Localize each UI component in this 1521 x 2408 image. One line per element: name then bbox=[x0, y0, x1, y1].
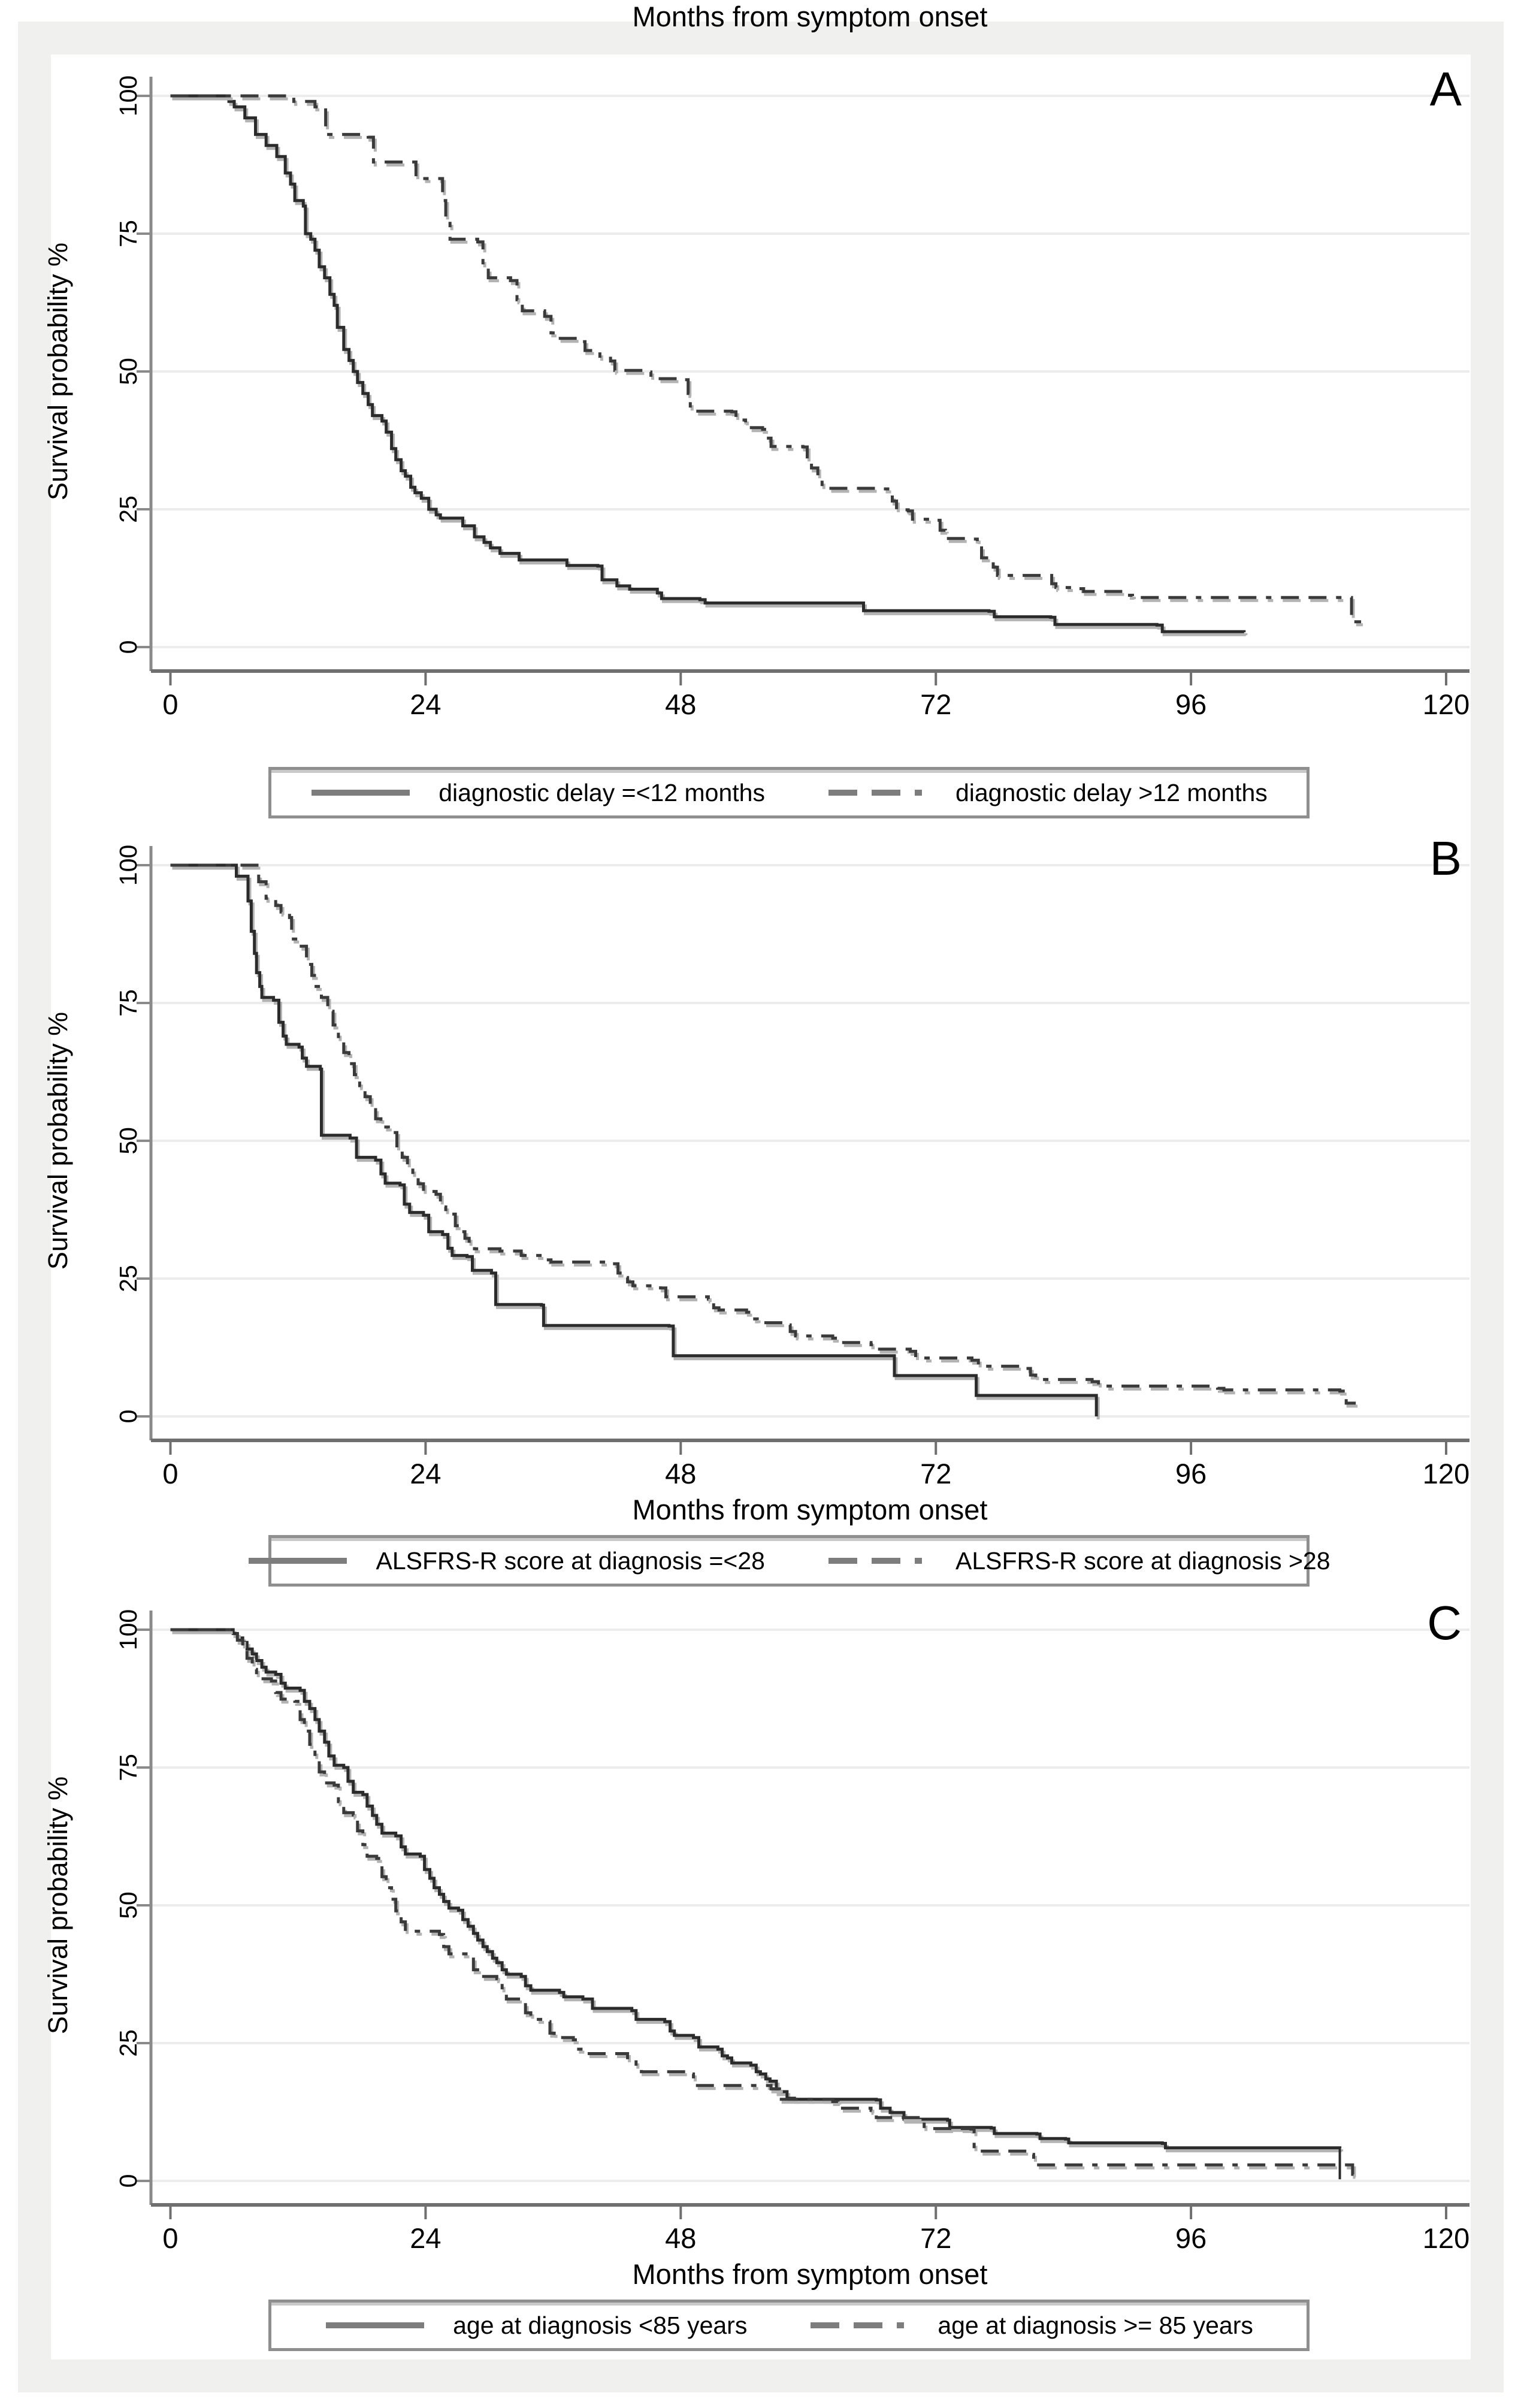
y-tick-label: 75 bbox=[114, 989, 142, 1017]
x-tick-label: 0 bbox=[162, 1458, 178, 1489]
legend-item-solid-c: age at diagnosis <85 years bbox=[325, 2312, 747, 2340]
legend-item-dashed-b: ALSFRS-R score at diagnosis >28 bbox=[827, 1547, 1331, 1575]
legend-label: age at diagnosis >= 85 years bbox=[938, 2311, 1253, 2339]
x-tick-label: 0 bbox=[162, 2222, 178, 2254]
legend-c: age at diagnosis <85 years age at diagno… bbox=[268, 2300, 1310, 2351]
x-tick-label: 72 bbox=[920, 688, 951, 720]
survival-curve-dashed bbox=[170, 1628, 1359, 2176]
y-tick-label: 50 bbox=[114, 1127, 142, 1155]
legend-label: age at diagnosis <85 years bbox=[453, 2311, 748, 2339]
figure-frame bbox=[18, 22, 1504, 2392]
legend-label: ALSFRS-R score at diagnosis >28 bbox=[955, 1546, 1331, 1575]
km-plot-c: 0 25 50 75 100 0 24 48 72 96 120 Survival probabili… bbox=[43, 1596, 1469, 2254]
curve-shadow bbox=[172, 866, 1358, 1408]
x-tick-label: 48 bbox=[665, 2222, 696, 2254]
y-tick-label: 25 bbox=[114, 1265, 142, 1292]
legend-a: diagnostic delay =<12 months diagnostic … bbox=[268, 767, 1310, 818]
solid-line-sample-icon bbox=[249, 1558, 347, 1564]
legend-item-solid-a: diagnostic delay =<12 months bbox=[310, 779, 765, 807]
dashed-line-sample-icon bbox=[811, 2322, 909, 2328]
y-tick-label: 50 bbox=[114, 1892, 142, 1919]
x-tick-label: 48 bbox=[665, 1458, 696, 1489]
x-tick-label: 96 bbox=[1175, 1458, 1206, 1489]
x-tick-label: 96 bbox=[1175, 688, 1206, 720]
curve-shadow bbox=[172, 1631, 1344, 2153]
survival-curve-solid bbox=[170, 1628, 1342, 2150]
x-tick-label: 24 bbox=[410, 688, 441, 720]
y-tick-label: 25 bbox=[114, 2029, 142, 2057]
dashed-line-sample-icon bbox=[828, 790, 927, 796]
curve-shadow bbox=[172, 866, 1100, 1419]
y-tick-label: 0 bbox=[114, 1410, 142, 1424]
y-axis-title: Survival probability % bbox=[43, 1776, 73, 2034]
x-axis-title-c: Months from symptom onset bbox=[632, 2258, 988, 2290]
dashed-line-sample-icon bbox=[828, 1558, 927, 1564]
panel-letter: B bbox=[1430, 832, 1462, 885]
y-tick-label: 100 bbox=[114, 845, 142, 886]
survival-curve-solid bbox=[170, 94, 1246, 633]
legend-item-dashed-a: diagnostic delay >12 months bbox=[827, 779, 1268, 807]
curve-shadow bbox=[172, 97, 1248, 636]
x-tick-label: 24 bbox=[410, 2222, 441, 2254]
x-tick-label: 96 bbox=[1175, 2222, 1206, 2254]
y-tick-label: 0 bbox=[114, 2174, 142, 2188]
curve-shadow bbox=[172, 1631, 1361, 2179]
x-tick-label: 48 bbox=[665, 688, 696, 720]
legend-item-solid-b: ALSFRS-R score at diagnosis =<28 bbox=[247, 1547, 765, 1575]
y-tick-label: 75 bbox=[114, 1754, 142, 1781]
legend-label: diagnostic delay =<12 months bbox=[439, 778, 765, 806]
legend-b: ALSFRS-R score at diagnosis =<28 ALSFRS-… bbox=[249, 1535, 1331, 1587]
survival-curve-dashed bbox=[170, 94, 1362, 624]
km-plot-b: 0 25 50 75 100 0 24 48 72 96 120 Survival probabili… bbox=[43, 832, 1469, 1489]
solid-line-sample-icon bbox=[326, 2322, 425, 2328]
x-tick-label: 120 bbox=[1423, 688, 1469, 720]
x-tick-label: 72 bbox=[920, 1458, 951, 1489]
legend-label: ALSFRS-R score at diagnosis =<28 bbox=[376, 1546, 765, 1575]
x-tick-label: 0 bbox=[162, 688, 178, 720]
survival-curve-dashed bbox=[170, 863, 1356, 1405]
solid-line-sample-icon bbox=[312, 790, 410, 796]
km-plot-a: 0 25 50 75 100 0 24 48 72 96 120 Survival probabili… bbox=[43, 62, 1469, 720]
y-tick-label: 100 bbox=[114, 1609, 142, 1650]
x-tick-label: 120 bbox=[1423, 2222, 1469, 2254]
y-axis-title: Survival probability % bbox=[43, 1012, 73, 1270]
y-tick-label: 50 bbox=[114, 358, 142, 385]
curve-shadow bbox=[172, 97, 1363, 627]
x-axis-title-b: Months from symptom onset bbox=[632, 1494, 988, 1525]
x-tick-label: 24 bbox=[410, 1458, 441, 1489]
legend-label: diagnostic delay >12 months bbox=[955, 778, 1268, 806]
legend-item-dashed-c: age at diagnosis >= 85 years bbox=[809, 2312, 1253, 2340]
y-axis-title: Survival probability % bbox=[43, 243, 73, 500]
x-axis-title-a: Months from symptom onset bbox=[632, 1, 988, 32]
panel-letter: A bbox=[1430, 62, 1462, 116]
survival-curve-solid bbox=[170, 863, 1098, 1416]
panel-letter: C bbox=[1427, 1596, 1462, 1649]
x-tick-label: 120 bbox=[1423, 1458, 1469, 1489]
y-tick-label: 75 bbox=[114, 220, 142, 247]
y-tick-label: 0 bbox=[114, 640, 142, 654]
y-tick-label: 100 bbox=[114, 75, 142, 116]
x-tick-label: 72 bbox=[920, 2222, 951, 2254]
y-tick-label: 25 bbox=[114, 496, 142, 523]
